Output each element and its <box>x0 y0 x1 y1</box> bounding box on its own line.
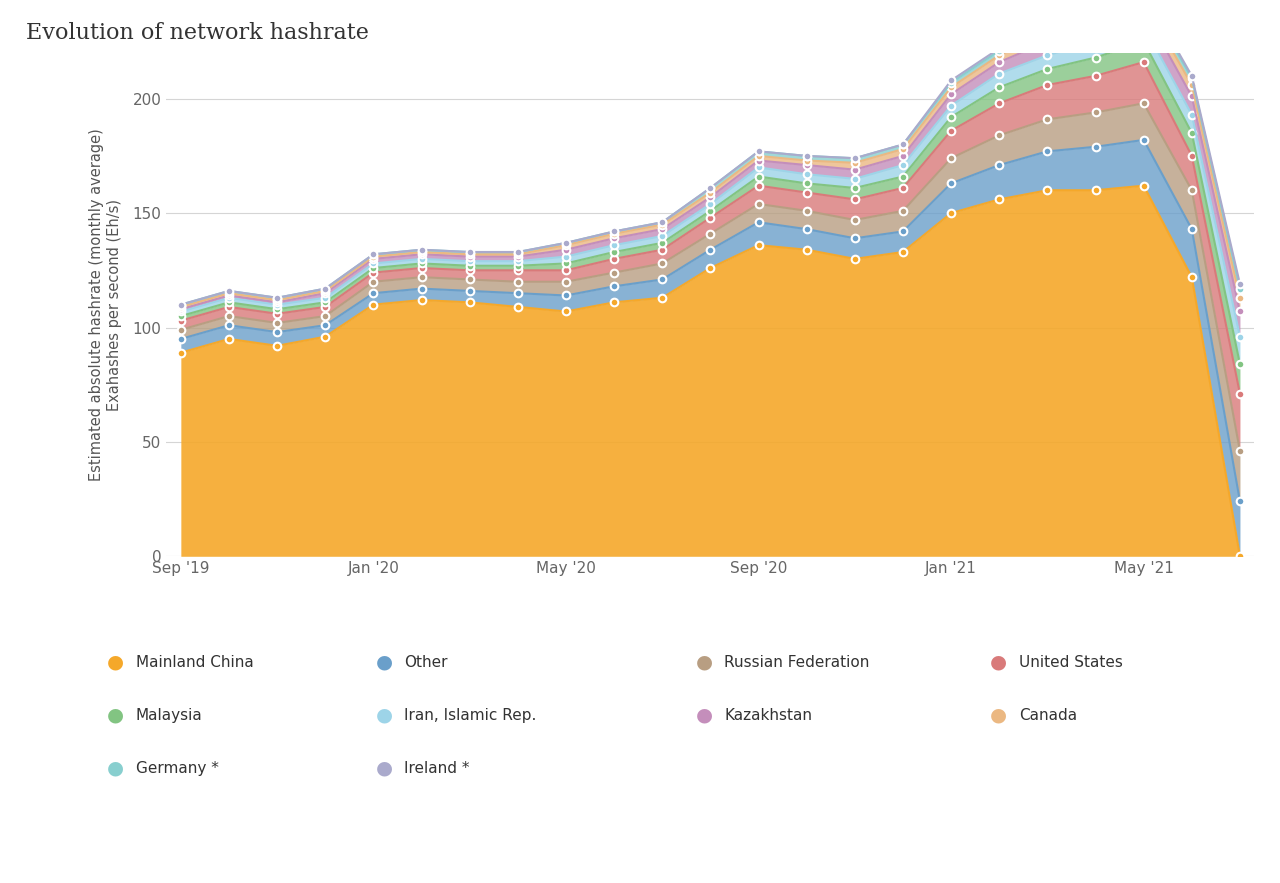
Text: ●: ● <box>695 653 713 672</box>
Text: Russian Federation: Russian Federation <box>724 655 870 669</box>
Text: Malaysia: Malaysia <box>136 708 202 722</box>
Text: Evolution of network hashrate: Evolution of network hashrate <box>26 22 369 44</box>
Text: Mainland China: Mainland China <box>136 655 253 669</box>
Text: ●: ● <box>989 706 1007 725</box>
Text: Ireland *: Ireland * <box>404 761 470 775</box>
Y-axis label: Estimated absolute hashrate (monthly average)
Exahashes per second (Eh/s): Estimated absolute hashrate (monthly ave… <box>90 128 122 481</box>
Text: Kazakhstan: Kazakhstan <box>724 708 813 722</box>
Text: ●: ● <box>375 653 393 672</box>
Text: Iran, Islamic Rep.: Iran, Islamic Rep. <box>404 708 536 722</box>
Text: ●: ● <box>106 706 124 725</box>
Text: ●: ● <box>989 653 1007 672</box>
Text: ●: ● <box>106 758 124 778</box>
Text: ●: ● <box>375 706 393 725</box>
Text: Canada: Canada <box>1019 708 1076 722</box>
Text: United States: United States <box>1019 655 1123 669</box>
Text: ●: ● <box>106 653 124 672</box>
Text: ●: ● <box>375 758 393 778</box>
Text: Germany *: Germany * <box>136 761 219 775</box>
Text: Other: Other <box>404 655 448 669</box>
Text: ●: ● <box>695 706 713 725</box>
